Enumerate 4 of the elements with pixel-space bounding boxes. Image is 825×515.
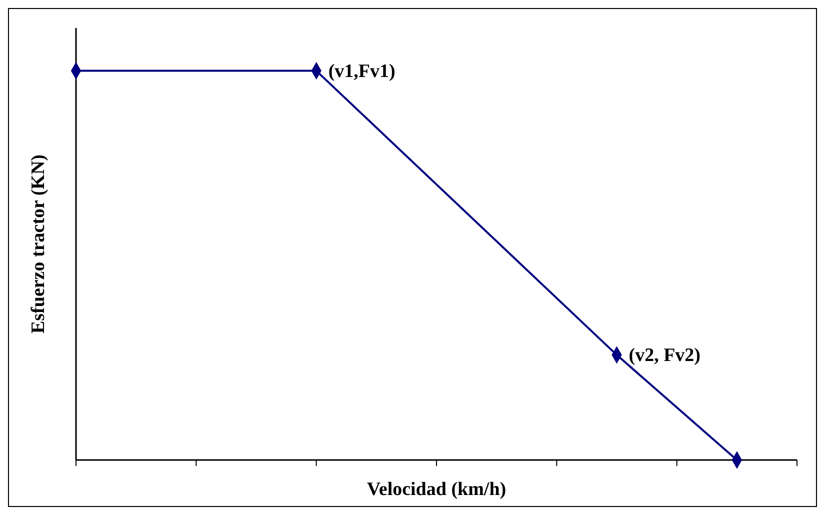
y-axis-title: Esfuerzo tractor (KN) — [28, 154, 49, 334]
annotation: (v1,Fv1) — [328, 60, 396, 82]
x-axis-title: Velocidad (km/h) — [366, 479, 506, 500]
annotation: (v2, Fv2) — [628, 344, 701, 366]
